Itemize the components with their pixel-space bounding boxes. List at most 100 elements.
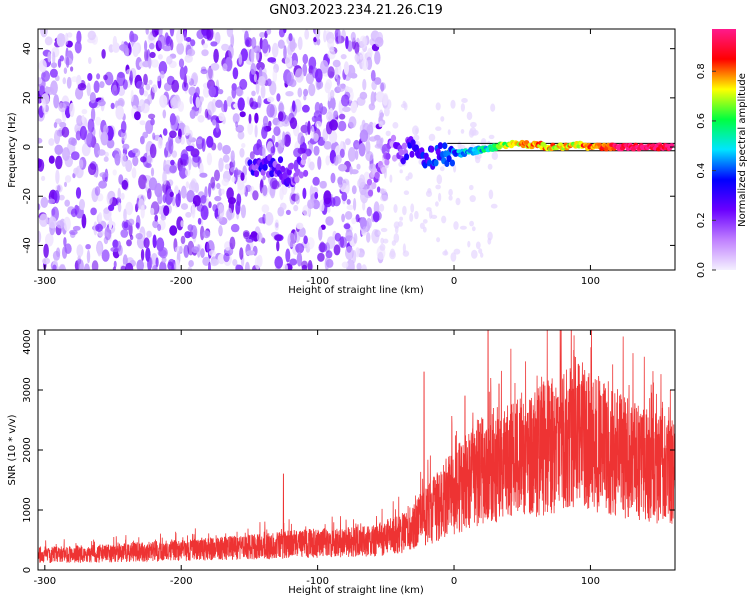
noise-blob xyxy=(235,121,239,128)
noise-blob xyxy=(307,260,313,270)
noise-blob xyxy=(55,118,62,125)
noise-blob xyxy=(287,232,296,248)
noise-blob xyxy=(252,190,259,201)
noise-blob xyxy=(295,192,300,205)
noise-blob xyxy=(345,138,351,146)
noise-blob xyxy=(184,125,190,136)
noise-blob xyxy=(317,156,322,170)
noise-blob xyxy=(97,99,106,107)
noise-blob xyxy=(288,33,293,42)
colorbar-gradient xyxy=(712,29,736,270)
noise-blob xyxy=(48,138,55,146)
noise-blob xyxy=(176,42,185,55)
noise-blob xyxy=(262,175,266,181)
noise-blob xyxy=(487,163,493,170)
signal-blob xyxy=(442,142,448,150)
noise-blob xyxy=(359,54,364,60)
noise-blob xyxy=(206,67,214,82)
noise-blob xyxy=(143,73,148,86)
noise-blob xyxy=(112,84,118,96)
noise-blob xyxy=(75,187,82,199)
signal-blob xyxy=(385,152,391,160)
noise-blob xyxy=(120,130,127,141)
noise-blob xyxy=(301,260,308,269)
noise-blob xyxy=(368,136,378,142)
noise-blob xyxy=(140,248,145,261)
noise-blob xyxy=(150,207,155,216)
noise-blob xyxy=(143,90,148,97)
noise-blob xyxy=(342,106,351,113)
noise-blob xyxy=(49,68,58,78)
signal-blob xyxy=(401,142,407,150)
noise-blob xyxy=(362,201,366,211)
noise-blob xyxy=(361,264,367,270)
noise-blob xyxy=(212,204,218,212)
noise-blob xyxy=(143,237,150,249)
noise-blob xyxy=(239,78,248,90)
signal-blob xyxy=(277,156,284,164)
noise-blob xyxy=(52,250,61,261)
noise-blob xyxy=(95,116,102,126)
noise-blob xyxy=(273,126,281,137)
noise-blob xyxy=(333,110,338,118)
noise-blob xyxy=(152,132,156,140)
noise-blob xyxy=(302,104,310,113)
noise-blob xyxy=(438,192,442,202)
noise-blob xyxy=(450,99,456,109)
noise-blob xyxy=(369,38,376,46)
noise-blob xyxy=(213,48,219,63)
noise-blob xyxy=(359,91,368,100)
noise-blob xyxy=(435,184,441,190)
noise-blob xyxy=(256,232,263,242)
noise-blob xyxy=(53,122,58,129)
noise-blob xyxy=(279,187,284,201)
noise-blob xyxy=(232,67,239,80)
noise-blob xyxy=(286,71,295,87)
noise-blob xyxy=(151,59,159,68)
noise-blob xyxy=(348,116,357,129)
signal-blob xyxy=(367,189,374,197)
noise-blob xyxy=(89,92,96,104)
noise-blob xyxy=(380,227,388,233)
noise-blob xyxy=(197,115,205,123)
noise-blob xyxy=(218,112,225,122)
noise-blob xyxy=(380,82,385,92)
noise-blob xyxy=(166,55,173,65)
top-x-tick-label: 0 xyxy=(451,276,457,287)
top-x-tick-label: -200 xyxy=(170,276,193,287)
noise-blob xyxy=(402,250,410,257)
noise-blob xyxy=(378,121,383,128)
noise-blob xyxy=(52,51,56,66)
noise-blob xyxy=(261,126,268,139)
noise-blob xyxy=(200,68,208,75)
noise-blob xyxy=(189,95,193,105)
colorbar-tick-label: 0.2 xyxy=(696,212,707,228)
noise-blob xyxy=(488,189,494,200)
noise-blob xyxy=(88,163,97,176)
noise-blob xyxy=(135,233,143,240)
noise-blob xyxy=(214,31,221,45)
noise-blob xyxy=(112,239,119,249)
noise-blob xyxy=(441,215,447,224)
noise-blob xyxy=(294,68,304,83)
noise-blob xyxy=(239,111,246,118)
noise-blob xyxy=(338,163,347,172)
noise-blob xyxy=(91,260,99,270)
signal-blob xyxy=(384,158,390,166)
noise-blob xyxy=(457,141,462,150)
noise-blob xyxy=(267,57,277,63)
noise-blob xyxy=(327,206,331,213)
signal-blob xyxy=(262,163,268,171)
noise-blob xyxy=(325,155,331,166)
noise-blob xyxy=(340,54,347,60)
noise-blob xyxy=(471,226,476,232)
noise-blob xyxy=(409,212,414,222)
noise-blob xyxy=(147,188,152,200)
noise-blob xyxy=(303,88,309,97)
noise-blob xyxy=(260,84,266,99)
noise-blob xyxy=(353,233,358,244)
signal-blob xyxy=(371,182,377,190)
noise-blob xyxy=(64,181,67,188)
noise-blob xyxy=(45,233,54,247)
noise-blob xyxy=(178,58,185,68)
